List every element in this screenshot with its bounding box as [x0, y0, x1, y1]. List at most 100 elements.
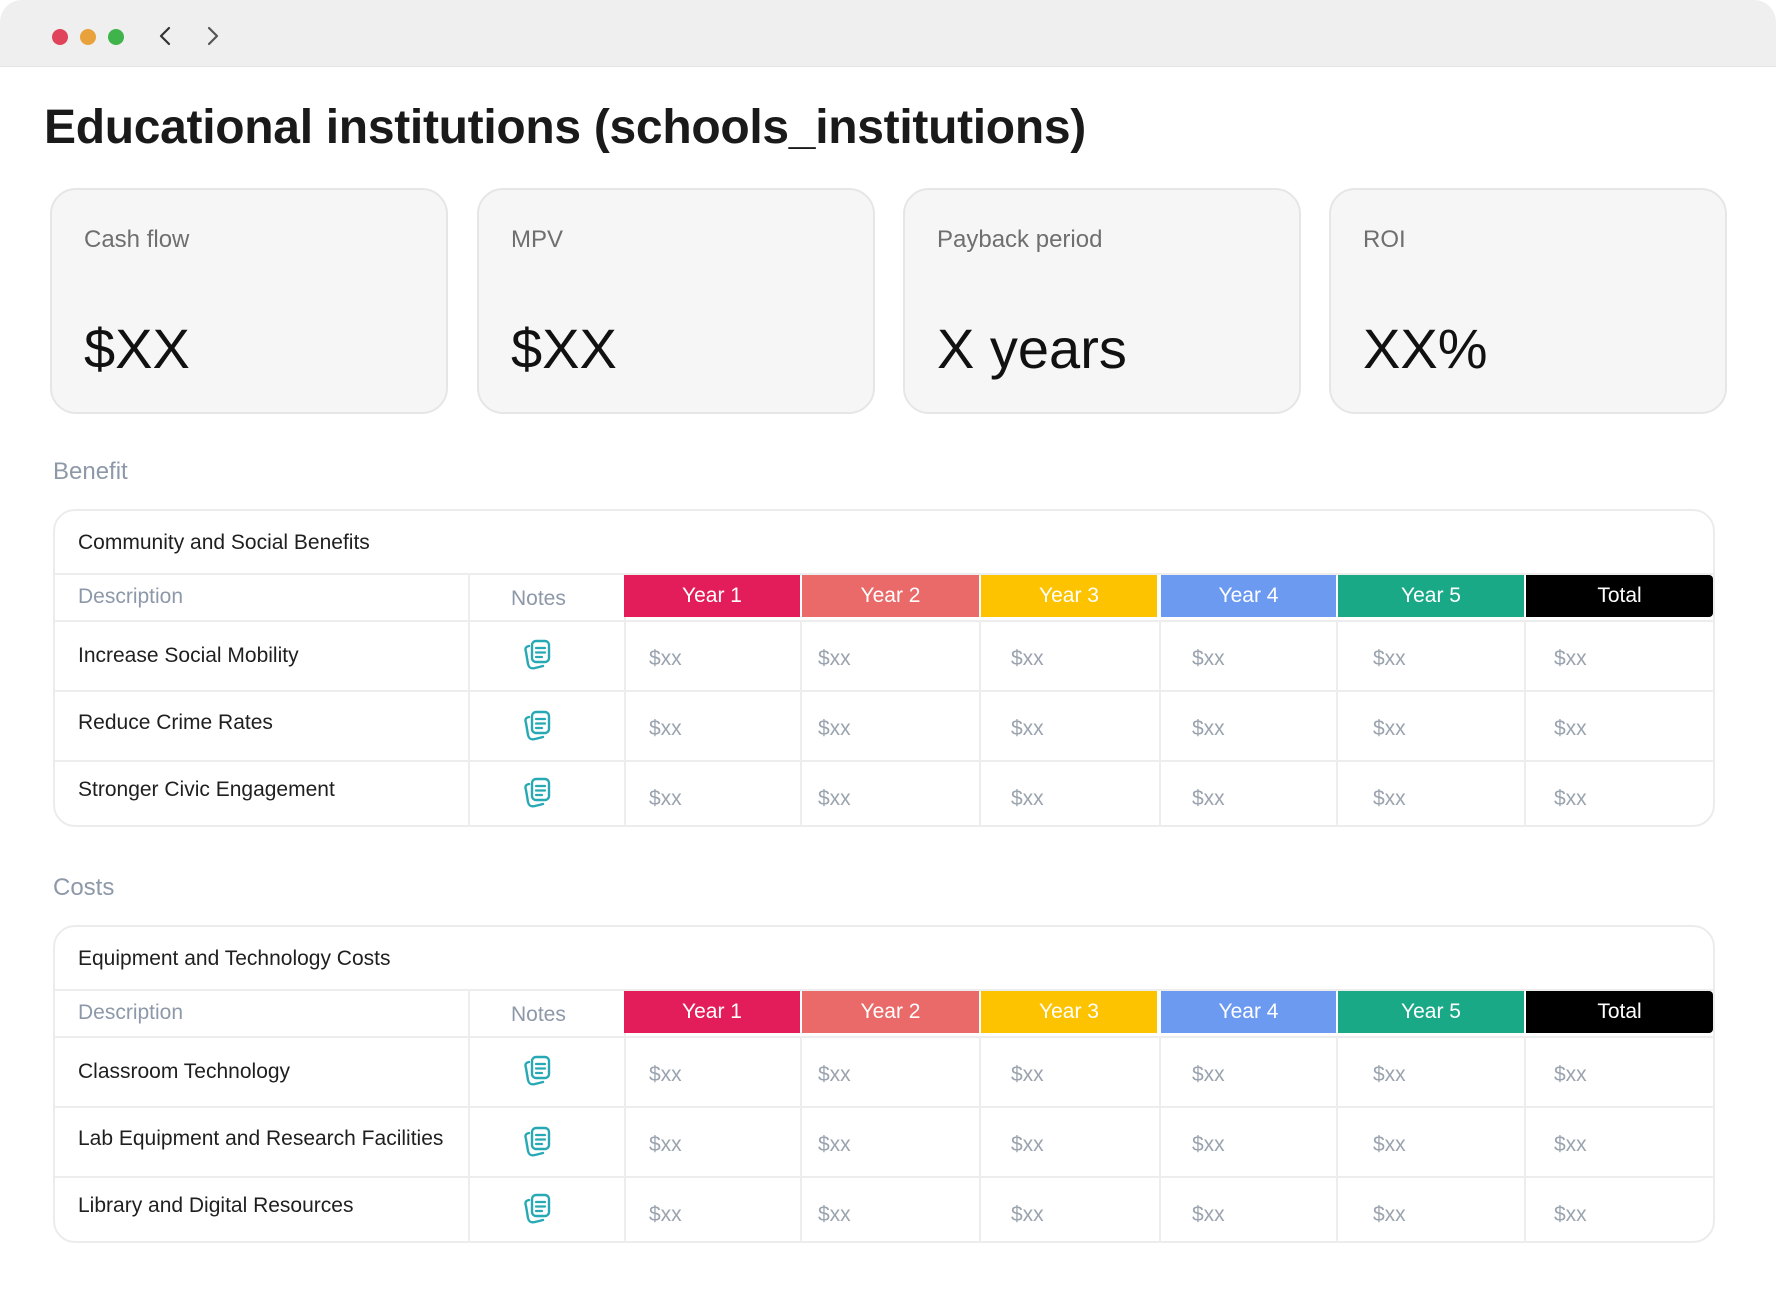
kpi-card-roi: ROI XX% — [1329, 188, 1727, 414]
costs-table-title: Equipment and Technology Costs — [78, 947, 391, 970]
year-3-value: $xx — [1011, 647, 1044, 670]
kpi-value: $XX — [511, 317, 617, 380]
column-header-total: Total — [1526, 991, 1713, 1033]
column-header-year-1: Year 1 — [624, 991, 800, 1033]
column-header-notes: Notes — [511, 587, 566, 610]
row-description: Lab Equipment and Research Facilities — [78, 1127, 444, 1150]
year-2-value: $xx — [818, 1063, 851, 1086]
year-4-value: $xx — [1192, 1063, 1225, 1086]
total-value: $xx — [1554, 1203, 1587, 1226]
page-title: Educational institutions (schools_instit… — [44, 101, 1086, 154]
year-2-value: $xx — [818, 1133, 851, 1156]
divider — [979, 1036, 981, 1243]
kpi-value: X years — [937, 317, 1127, 380]
year-4-value: $xx — [1192, 787, 1225, 810]
year-2-value: $xx — [818, 787, 851, 810]
divider — [55, 1036, 1715, 1038]
maximize-window-button[interactable] — [108, 29, 124, 45]
divider — [979, 620, 981, 827]
costs-section-label: Costs — [53, 874, 115, 901]
year-3-value: $xx — [1011, 1063, 1044, 1086]
column-header-year-1: Year 1 — [624, 575, 800, 617]
year-5-value: $xx — [1373, 787, 1406, 810]
divider — [1524, 620, 1526, 827]
kpi-label: MPV — [511, 226, 564, 253]
divider — [55, 620, 1715, 622]
column-header-year-2: Year 2 — [802, 991, 979, 1033]
year-2-value: $xx — [818, 1203, 851, 1226]
notes-icon[interactable] — [519, 1191, 555, 1227]
column-header-description: Description — [78, 1001, 184, 1024]
row-description: Reduce Crime Rates — [78, 711, 273, 734]
column-header-year-4: Year 4 — [1161, 575, 1336, 617]
divider — [1159, 620, 1161, 827]
divider — [1336, 1036, 1338, 1243]
kpi-label: Payback period — [937, 226, 1103, 253]
total-value: $xx — [1554, 787, 1587, 810]
divider — [1336, 620, 1338, 827]
year-5-value: $xx — [1373, 717, 1406, 740]
total-value: $xx — [1554, 1063, 1587, 1086]
divider — [468, 989, 470, 1243]
divider — [468, 573, 470, 827]
forward-arrow-icon[interactable] — [198, 22, 226, 50]
year-5-value: $xx — [1373, 647, 1406, 670]
close-window-button[interactable] — [52, 29, 68, 45]
year-2-value: $xx — [818, 647, 851, 670]
column-header-year-2: Year 2 — [802, 575, 979, 617]
column-header-year-3: Year 3 — [981, 991, 1157, 1033]
year-5-value: $xx — [1373, 1133, 1406, 1156]
divider — [1159, 1036, 1161, 1243]
notes-icon[interactable] — [519, 1053, 555, 1089]
divider — [55, 690, 1715, 692]
divider — [55, 1106, 1715, 1108]
divider — [55, 989, 1715, 991]
column-header-description: Description — [78, 585, 184, 608]
notes-icon[interactable] — [519, 1124, 555, 1160]
divider — [55, 573, 1715, 575]
divider — [800, 620, 802, 827]
benefit-table-title: Community and Social Benefits — [78, 531, 370, 554]
row-description: Stronger Civic Engagement — [78, 778, 335, 801]
year-4-value: $xx — [1192, 717, 1225, 740]
year-2-value: $xx — [818, 717, 851, 740]
total-value: $xx — [1554, 647, 1587, 670]
column-header-year-4: Year 4 — [1161, 991, 1336, 1033]
minimize-window-button[interactable] — [80, 29, 96, 45]
divider — [800, 1036, 802, 1243]
column-header-year-5: Year 5 — [1338, 991, 1524, 1033]
kpi-label: Cash flow — [84, 226, 190, 253]
year-1-value: $xx — [649, 647, 682, 670]
kpi-value: XX% — [1363, 317, 1488, 380]
kpi-card-payback-period: Payback period X years — [903, 188, 1301, 414]
kpi-value: $XX — [84, 317, 190, 380]
year-1-value: $xx — [649, 1133, 682, 1156]
year-4-value: $xx — [1192, 647, 1225, 670]
costs-table: Equipment and Technology Costs Descripti… — [53, 925, 1715, 1243]
column-header-notes: Notes — [511, 1003, 566, 1026]
window-titlebar — [0, 0, 1776, 67]
notes-icon[interactable] — [519, 775, 555, 811]
year-3-value: $xx — [1011, 787, 1044, 810]
notes-icon[interactable] — [519, 637, 555, 673]
back-arrow-icon[interactable] — [152, 22, 180, 50]
notes-icon[interactable] — [519, 708, 555, 744]
row-description: Increase Social Mobility — [78, 644, 299, 667]
kpi-label: ROI — [1363, 226, 1406, 253]
year-1-value: $xx — [649, 787, 682, 810]
year-3-value: $xx — [1011, 717, 1044, 740]
year-1-value: $xx — [649, 1063, 682, 1086]
year-1-value: $xx — [649, 1203, 682, 1226]
divider — [624, 989, 626, 1243]
year-3-value: $xx — [1011, 1203, 1044, 1226]
year-1-value: $xx — [649, 717, 682, 740]
divider — [55, 1176, 1715, 1178]
year-4-value: $xx — [1192, 1133, 1225, 1156]
divider — [624, 573, 626, 827]
row-description: Library and Digital Resources — [78, 1194, 354, 1217]
benefit-section-label: Benefit — [53, 458, 128, 485]
year-5-value: $xx — [1373, 1063, 1406, 1086]
column-header-year-3: Year 3 — [981, 575, 1157, 617]
row-description: Classroom Technology — [78, 1060, 291, 1083]
